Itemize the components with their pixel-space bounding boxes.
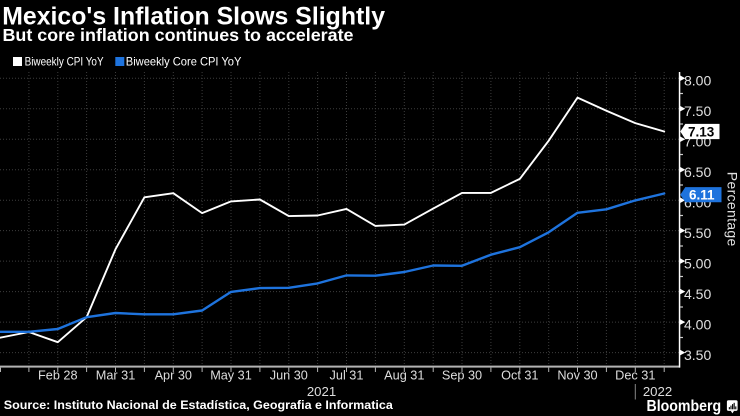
svg-text:2021: 2021	[307, 384, 336, 399]
svg-text:Jun 30: Jun 30	[270, 368, 308, 383]
svg-text:4.00: 4.00	[684, 316, 711, 332]
svg-text:3.50: 3.50	[684, 347, 711, 363]
svg-text:8.00: 8.00	[684, 72, 711, 88]
svg-text:Apr 30: Apr 30	[155, 368, 192, 383]
svg-text:Jul 31: Jul 31	[330, 368, 364, 383]
svg-text:Dec 31: Dec 31	[615, 368, 655, 383]
svg-text:Nov 30: Nov 30	[557, 368, 597, 383]
svg-text:Mar 31: Mar 31	[96, 368, 136, 383]
svg-text:Sep 30: Sep 30	[442, 368, 482, 383]
svg-text:Source: Instituto Nacional de: Source: Instituto Nacional de Estadístic…	[4, 398, 393, 412]
svg-text:7.50: 7.50	[684, 103, 711, 119]
svg-text:Feb 28: Feb 28	[38, 368, 78, 383]
svg-text:May 31: May 31	[210, 368, 252, 383]
svg-text:Percentage: Percentage	[725, 172, 740, 247]
svg-text:2022: 2022	[643, 384, 672, 399]
svg-text:Bloomberg: Bloomberg	[647, 398, 722, 415]
svg-text:6.11: 6.11	[689, 188, 715, 203]
svg-text:5.00: 5.00	[684, 255, 711, 271]
svg-text:Biweekly Core CPI YoY: Biweekly Core CPI YoY	[126, 56, 242, 69]
svg-text:But core inflation continues t: But core inflation continues to accelera…	[3, 25, 354, 45]
svg-text:6.50: 6.50	[684, 164, 711, 180]
svg-text:Oct 31: Oct 31	[501, 368, 538, 383]
svg-text:7.13: 7.13	[688, 124, 715, 139]
svg-text:5.50: 5.50	[684, 225, 711, 241]
svg-text:Mexico's Inflation Slows Sligh: Mexico's Inflation Slows Slightly	[2, 3, 385, 30]
svg-text:4.50: 4.50	[684, 286, 711, 302]
svg-text:Biweekly CPI YoY: Biweekly CPI YoY	[25, 56, 104, 69]
svg-text:Aug 31: Aug 31	[384, 368, 424, 383]
